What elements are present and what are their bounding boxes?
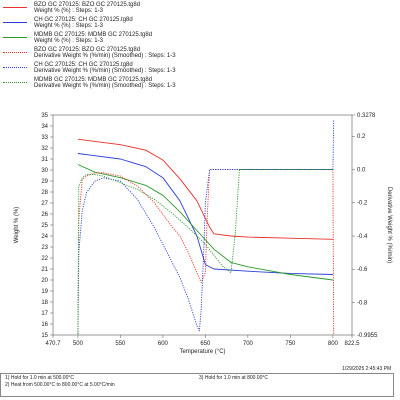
legend-swatch [3, 67, 27, 68]
y-left-tick-label: 34 [41, 124, 48, 130]
x-tick-label: 750 [285, 341, 296, 347]
y-left-tick-label: 29 [41, 179, 48, 185]
y-right-tick-label: -0.8 [357, 300, 368, 306]
y-axis-right-label: Derivative Weight % (%/min) [386, 187, 392, 263]
y-left-tick-label: 27 [41, 201, 48, 207]
x-tick-label: 800 [328, 341, 339, 347]
legend-sublabel: Weight % (%) : Steps: 1-3 [34, 23, 103, 29]
y-left-tick-label: 30 [41, 168, 48, 174]
legend-label: CH GC 270125: CH GC 270125.tg8d [34, 62, 133, 68]
x-axis-label: Temperature (°C) [179, 349, 225, 355]
legend-label: MDMB GC 270125: MDMB GC 270125.tg8d [34, 32, 153, 38]
method-step-2: 2) Heat from 500.00°C to 800.00°C at 5.0… [5, 382, 115, 388]
legend-swatch [3, 52, 27, 53]
legend-swatch [3, 82, 27, 83]
y-left-tick-label: 17 [41, 311, 48, 317]
y-left-tick-label: 20 [41, 278, 48, 284]
legend-swatch [3, 7, 27, 8]
y-right-tick-label: 0.2 [357, 134, 366, 140]
series-line-2 [77, 153, 333, 275]
x-tick-label: 600 [158, 341, 169, 347]
y-left-tick-label: 15 [41, 333, 48, 339]
y-left-tick-label: 35 [41, 113, 48, 119]
y-right-tick-label: -0.6 [357, 267, 368, 273]
y-left-tick-label: 24 [41, 234, 48, 240]
series-line-4 [77, 169, 335, 335]
y-left-tick-label: 16 [41, 322, 48, 328]
x-tick-label: 470.7 [45, 341, 61, 347]
y-left-tick-label: 32 [41, 146, 48, 152]
y-left-tick-label: 33 [41, 135, 48, 141]
y-left-tick-label: 31 [41, 157, 48, 163]
y-left-tick-label: 22 [41, 256, 48, 262]
legend-label: BZO GC 270125: BZO GC 270125.tg8d [34, 47, 141, 53]
y-left-tick-label: 21 [41, 267, 48, 273]
y-left-tick-label: 26 [41, 212, 48, 218]
x-tick-label: 700 [243, 341, 254, 347]
legend-sublabel: Derivative Weight % (%/min) (Smoothed) :… [34, 68, 176, 74]
y-left-tick-label: 18 [41, 300, 48, 306]
y-right-tick-label: 0.0 [357, 167, 366, 173]
series-line-3 [77, 164, 333, 281]
tga-chart: 470.7 500 550 600 650 700 750 800 822.5 15 16 17 18 1… [14, 113, 392, 355]
legend-label: BZO GC 270125: BZO GC 270125.tg8d [34, 2, 141, 8]
legend-sublabel: Derivative Weight % (%/min) (Smoothed) :… [34, 53, 176, 59]
y-right-tick-label: 0.3278 [357, 113, 376, 119]
legend-label: CH GC 270125: CH GC 270125.tg8d [34, 17, 133, 23]
x-tick-label: 550 [115, 341, 126, 347]
series-line-6 [77, 169, 333, 335]
series-line-1 [77, 138, 333, 240]
timestamp: 1/29/2025 2:45:43 PM [342, 366, 392, 372]
legend-entry-4: BZO GC 270125: BZO GC 270125.tg8d Deriva… [0, 47, 400, 59]
y-axis-left-label: Weight % (%) [14, 207, 20, 244]
x-tick-label: 822.5 [344, 341, 360, 347]
legend-entry-6: MDMB GC 270125: MDMB GC 270125.tg8d Deri… [0, 77, 400, 89]
legend-sublabel: Weight % (%) : Steps: 1-3 [34, 38, 103, 44]
legend-entry-1: BZO GC 270125: BZO GC 270125.tg8d Weight… [0, 2, 400, 14]
method-step-3: 3) Hold for 1.0 min at 800.00°C [199, 375, 268, 381]
series-line-5 [77, 119, 335, 335]
y-right-tick-label: -0.2 [357, 201, 368, 207]
x-tick-label: 650 [200, 341, 211, 347]
legend-entry-2: CH GC 270125: CH GC 270125.tg8d Weight %… [0, 17, 400, 29]
y-left-tick-label: 23 [41, 245, 48, 251]
plot-area [52, 114, 353, 336]
y-right-tick-label: -0.9955 [357, 333, 378, 339]
legend-entry-5: CH GC 270125: CH GC 270125.tg8d Derivati… [0, 62, 400, 74]
legend-swatch [3, 22, 27, 23]
y-left-tick-label: 28 [41, 190, 48, 196]
y-left-tick-label: 19 [41, 289, 48, 295]
method-step-1: 1) Hold for 1.0 min at 500.00°C [5, 375, 74, 381]
x-tick-label: 500 [73, 341, 84, 347]
y-left-tick-label: 25 [41, 223, 48, 229]
y-right-tick-label: -0.4 [357, 234, 368, 240]
legend-sublabel: Weight % (%) : Steps: 1-3 [34, 8, 103, 14]
legend: BZO GC 270125: BZO GC 270125.tg8d Weight… [0, 0, 400, 92]
method-steps: 1) Hold for 1.0 min at 500.00°C 2) Heat … [0, 373, 394, 397]
legend-sublabel: Derivative Weight % (%/min) (Smoothed) :… [34, 83, 176, 89]
legend-swatch [3, 37, 27, 38]
legend-entry-3: MDMB GC 270125: MDMB GC 270125.tg8d Weig… [0, 32, 400, 44]
legend-label: MDMB GC 270125: MDMB GC 270125.tg8d [34, 77, 153, 83]
